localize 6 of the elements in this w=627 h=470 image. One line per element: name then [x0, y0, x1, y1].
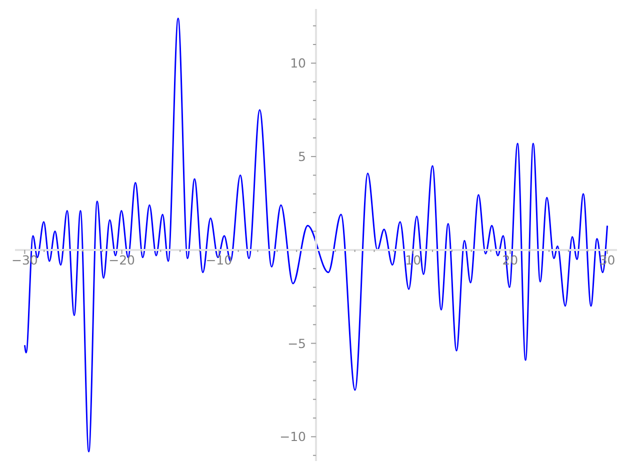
y-tick-label: −5 [288, 336, 306, 351]
x-tick-label: −10 [206, 252, 232, 268]
y-tick-label: 5 [298, 149, 306, 164]
x-tick-label: −20 [108, 252, 136, 268]
y-tick-label: 10 [290, 56, 306, 71]
y-tick-label: −10 [280, 429, 306, 444]
